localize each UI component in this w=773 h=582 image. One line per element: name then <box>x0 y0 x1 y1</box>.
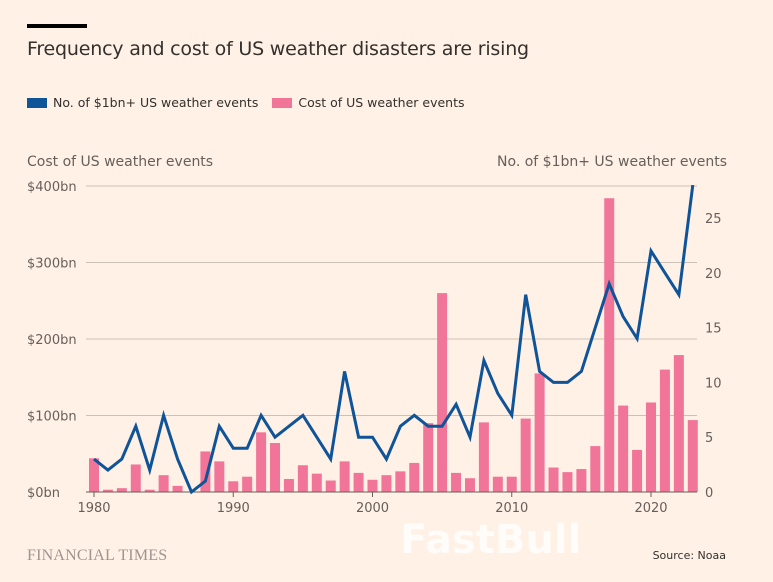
cost-bar <box>339 461 350 492</box>
cost-bar <box>576 469 587 492</box>
cost-bar <box>228 481 239 492</box>
title-accent-bar <box>27 24 87 28</box>
legend: No. of $1bn+ US weather events Cost of U… <box>27 95 465 110</box>
legend-swatch-cost <box>272 97 293 108</box>
left-tick-label: $400bn <box>27 180 77 195</box>
cost-bar <box>562 472 573 492</box>
cost-bar <box>506 476 517 492</box>
cost-bar <box>270 443 281 492</box>
cost-bar <box>102 489 113 492</box>
left-tick-label: $300bn <box>27 257 77 272</box>
cost-bar <box>367 479 378 492</box>
cost-bar <box>214 461 225 492</box>
cost-bar <box>590 446 601 492</box>
cost-bar <box>144 489 155 492</box>
cost-bar <box>548 467 559 492</box>
source-note: Source: Noaa <box>652 549 726 562</box>
left-tick-label: $100bn <box>27 410 77 425</box>
right-tick-label: 20 <box>705 267 722 282</box>
right-tick-label: 0 <box>705 486 713 501</box>
cost-bar <box>283 478 294 492</box>
cost-bar <box>687 420 698 492</box>
right-axis-title: No. of $1bn+ US weather events <box>497 154 727 170</box>
cost-bar <box>172 485 183 492</box>
cost-bar <box>311 473 322 492</box>
watermark: FastBull <box>400 517 582 563</box>
legend-swatch-events <box>27 97 47 108</box>
cost-bar <box>604 198 615 493</box>
cost-bar <box>200 451 211 492</box>
cost-bar <box>297 465 308 492</box>
cost-bar <box>646 402 656 492</box>
x-tick-label: 2000 <box>356 501 389 516</box>
right-tick-label: 15 <box>705 322 722 337</box>
cost-bar <box>451 472 462 492</box>
left-tick-label: $0bn <box>27 486 60 501</box>
x-tick-label: 2020 <box>634 501 667 516</box>
x-tick-label: 2010 <box>495 501 528 516</box>
cost-bar <box>534 373 545 492</box>
chart-title: Frequency and cost of US weather disaste… <box>27 38 529 60</box>
cost-bar <box>478 422 489 492</box>
x-tick-label: 1990 <box>217 501 250 516</box>
legend-label-cost: Cost of US weather events <box>298 95 465 110</box>
right-tick-label: 5 <box>705 431 713 446</box>
events-line <box>93 184 695 495</box>
cost-bar <box>158 475 169 492</box>
left-axis-title: Cost of US weather events <box>27 154 214 170</box>
cost-bar <box>520 418 531 492</box>
cost-bar <box>256 432 267 492</box>
cost-bar <box>464 478 475 492</box>
cost-bar <box>242 476 253 492</box>
cost-bar <box>381 475 392 492</box>
cost-bar <box>353 472 364 492</box>
cost-bar <box>437 293 448 492</box>
cost-bar <box>673 355 684 492</box>
cost-bar <box>409 462 420 492</box>
cost-bar <box>89 458 99 492</box>
cost-bar <box>632 449 643 492</box>
cost-bar <box>130 464 141 492</box>
legend-label-events: No. of $1bn+ US weather events <box>53 95 259 110</box>
left-tick-label: $200bn <box>27 333 77 348</box>
cost-bar <box>618 405 629 492</box>
right-tick-label: 25 <box>705 212 722 227</box>
right-tick-label: 10 <box>705 376 722 391</box>
publisher-logo: FINANCIAL TIMES <box>27 547 168 564</box>
cost-bar <box>116 488 127 492</box>
cost-bar <box>659 369 670 492</box>
cost-bar <box>423 423 434 492</box>
cost-bar <box>325 480 336 492</box>
x-tick-label: 1980 <box>77 501 110 516</box>
cost-bar <box>395 471 406 492</box>
cost-bar <box>492 476 503 492</box>
